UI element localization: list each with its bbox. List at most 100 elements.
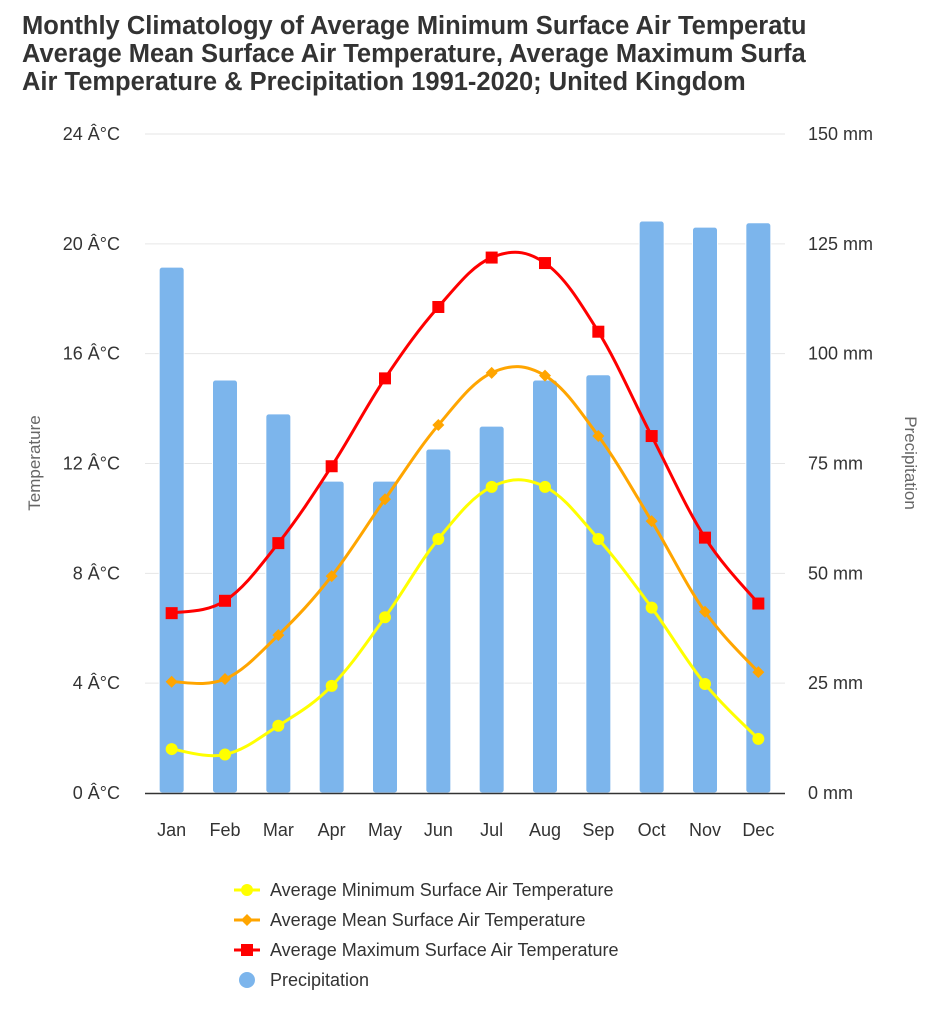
series-line[interactable] [171, 478, 760, 758]
y-left-tick-label: 0 Â°C [73, 783, 120, 803]
data-point-marker[interactable] [165, 675, 178, 688]
chart-title-line: Monthly Climatology of Average Minimum S… [22, 12, 807, 40]
legend-label: Average Mean Surface Air Temperature [270, 909, 586, 930]
y-right-tick-label: 25 mm [808, 673, 863, 693]
data-point-marker[interactable] [539, 257, 551, 270]
data-point-marker[interactable] [485, 251, 498, 264]
y-left-tick-label: 20 Â°C [63, 234, 120, 254]
chart-title-line: Air Temperature & Precipitation 1991-202… [22, 68, 746, 96]
legend-marker[interactable] [241, 944, 253, 956]
x-tick-label: Nov [689, 820, 721, 840]
x-tick-label: Dec [742, 820, 774, 840]
data-point-marker[interactable] [432, 300, 445, 313]
precipitation-bar[interactable] [745, 222, 772, 794]
data-point-marker[interactable] [485, 480, 498, 493]
data-point-marker[interactable] [325, 679, 338, 692]
data-point-marker[interactable] [432, 533, 445, 546]
precipitation-bar[interactable] [158, 266, 185, 794]
y-right-tick-label: 0 mm [808, 783, 853, 803]
data-point-marker[interactable] [219, 673, 231, 686]
legend: Average Minimum Surface Air Temperature A… [232, 875, 619, 995]
data-point-marker[interactable] [645, 430, 658, 443]
legend-symbol-icon [234, 884, 260, 896]
grid-lines [145, 133, 785, 684]
legend-label: Precipitation [270, 969, 370, 990]
legend-marker[interactable] [241, 914, 253, 926]
legend-item[interactable]: Average Minimum Surface Air Temperature [232, 875, 619, 905]
data-point-marker[interactable] [539, 480, 551, 493]
precipitation-bar[interactable] [212, 379, 238, 794]
legend-symbol-icon [234, 914, 260, 926]
x-axis-ticks: Jan Feb Mar Apr May Jun Jul Aug Sep Oct Nov Dec [157, 820, 774, 840]
x-tick-label: Jun [424, 820, 453, 840]
data-point-marker[interactable] [645, 601, 658, 614]
precipitation-bar[interactable] [692, 226, 718, 794]
legend-symbol-icon [239, 972, 255, 988]
data-point-marker[interactable] [752, 666, 765, 679]
y-right-tick-label: 125 mm [808, 234, 873, 254]
data-point-marker[interactable] [379, 372, 391, 385]
legend-label: Average Minimum Surface Air Temperature [270, 879, 614, 900]
data-point-marker[interactable] [592, 430, 605, 443]
series-square [165, 250, 765, 620]
data-point-marker[interactable] [699, 605, 711, 618]
data-point-marker[interactable] [165, 607, 178, 620]
x-tick-label: Feb [209, 820, 240, 840]
data-point-marker[interactable] [272, 629, 285, 642]
y-right-tick-label: 50 mm [808, 563, 863, 583]
y-axis-left-ticks: 0 Â°C 4 Â°C 8 Â°C 12 Â°C 16 Â°C 20 Â°C 24 Â°C [63, 124, 120, 803]
precipitation-bars [158, 220, 772, 794]
series-diamond [165, 365, 765, 688]
x-tick-label: Mar [263, 820, 294, 840]
x-tick-label: Aug [529, 820, 561, 840]
x-tick-label: Jan [157, 820, 186, 840]
x-tick-label: Jul [480, 820, 503, 840]
y-right-tick-label: 100 mm [808, 344, 873, 364]
data-point-marker[interactable] [539, 369, 551, 382]
temperature-lines [165, 250, 765, 761]
data-point-marker[interactable] [325, 460, 338, 473]
data-point-marker[interactable] [485, 366, 498, 379]
data-point-marker[interactable] [752, 597, 765, 610]
series-line[interactable] [171, 250, 760, 615]
chart-title-line: Average Mean Surface Air Temperature, Av… [22, 40, 806, 68]
data-point-marker[interactable] [379, 611, 391, 624]
legend-item[interactable]: Average Maximum Surface Air Temperature [232, 935, 619, 965]
data-point-marker[interactable] [699, 531, 711, 544]
data-point-marker[interactable] [272, 537, 285, 550]
data-point-marker[interactable] [272, 719, 285, 732]
data-point-marker[interactable] [699, 677, 711, 690]
legend-marker[interactable] [241, 884, 253, 896]
data-point-marker[interactable] [752, 732, 765, 745]
legend-symbol-icon [234, 944, 260, 956]
y-axis-right-title: Precipitation [901, 416, 920, 510]
y-left-tick-label: 12 Â°C [63, 454, 120, 474]
data-point-marker[interactable] [645, 515, 658, 528]
x-tick-label: May [368, 820, 402, 840]
y-left-tick-label: 16 Â°C [63, 344, 120, 364]
chart-title: Monthly Climatology of Average Minimum S… [22, 12, 945, 96]
legend-label: Average Maximum Surface Air Temperature [270, 939, 619, 960]
data-point-marker[interactable] [325, 570, 338, 583]
data-point-marker[interactable] [379, 493, 391, 506]
precipitation-bar[interactable] [372, 480, 398, 794]
data-point-marker[interactable] [432, 419, 445, 432]
precipitation-bar[interactable] [265, 413, 292, 794]
data-point-marker[interactable] [219, 748, 231, 761]
data-point-marker[interactable] [592, 533, 605, 546]
precipitation-bar[interactable] [318, 480, 345, 794]
data-point-marker[interactable] [219, 594, 231, 607]
chart-plot: 0 Â°C4 Â°C8 Â°C12 Â°C16 Â°C20 Â°C24 Â°C … [25, 124, 920, 840]
y-left-tick-label: 4 Â°C [73, 673, 120, 693]
legend-item[interactable]: Precipitation [232, 965, 619, 995]
series-circle [165, 478, 765, 761]
data-point-marker[interactable] [592, 325, 605, 338]
y-axis-left-title: Temperature [25, 415, 44, 510]
data-point-marker[interactable] [165, 743, 178, 756]
y-left-tick-label: 24 Â°C [63, 124, 120, 144]
y-axis-right-ticks: 0 mm 25 mm 50 mm 75 mm 100 mm 125 mm 150 mm [808, 124, 873, 803]
x-tick-label: Apr [318, 820, 346, 840]
precipitation-bar[interactable] [425, 448, 452, 794]
precipitation-bar[interactable] [532, 379, 558, 794]
legend-item[interactable]: Average Mean Surface Air Temperature [232, 905, 619, 935]
